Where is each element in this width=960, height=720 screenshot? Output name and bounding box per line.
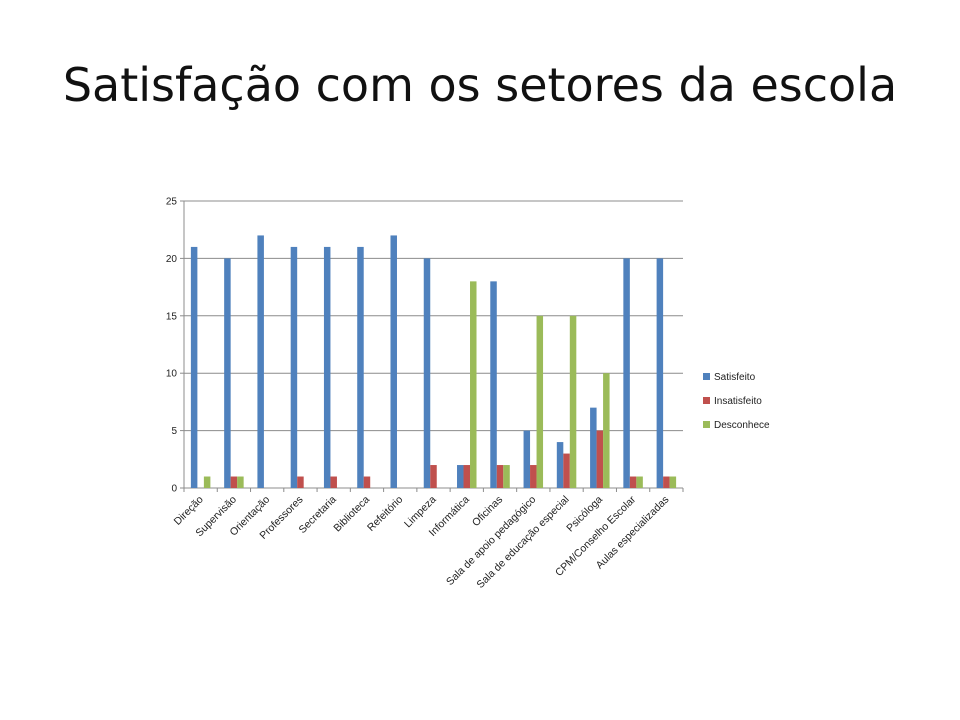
bar-satisfeito	[290, 246, 298, 488]
bar-satisfeito	[257, 235, 264, 488]
bar-insatisfeito	[297, 476, 304, 488]
bar-satisfeito	[357, 246, 364, 488]
bar-desconhece	[203, 476, 211, 488]
y-tick-label: 15	[166, 311, 178, 322]
bar-insatisfeito	[629, 476, 637, 488]
legend-swatch-satisfeito	[703, 373, 710, 380]
y-tick-label: 5	[171, 426, 177, 437]
bar-satisfeito	[556, 442, 564, 488]
bar-satisfeito	[623, 258, 630, 488]
bar-desconhece	[669, 476, 677, 488]
legend-label-insatisfeito: Insatisfeito	[714, 396, 762, 407]
legend-label-desconhece: Desconhece	[714, 420, 770, 431]
bar-desconhece	[569, 315, 577, 488]
bar-insatisfeito	[563, 453, 570, 488]
bar-desconhece	[636, 476, 643, 488]
slide-title: Satisfação com os setores da escola	[62, 58, 898, 112]
x-category-label: Biblioteca	[331, 494, 372, 535]
bar-insatisfeito	[530, 465, 537, 488]
bar-satisfeito	[323, 246, 331, 488]
bar-satisfeito	[190, 246, 198, 488]
bar-insatisfeito	[430, 465, 437, 488]
bar-satisfeito	[656, 258, 664, 488]
y-tick-label: 25	[166, 197, 178, 208]
bar-insatisfeito	[330, 476, 337, 488]
bar-satisfeito	[590, 407, 597, 488]
bar-desconhece	[503, 465, 510, 488]
bar-insatisfeito	[496, 465, 504, 488]
bar-satisfeito	[224, 258, 231, 488]
bar-satisfeito	[457, 465, 464, 488]
bar-satisfeito	[523, 430, 531, 488]
y-tick-label: 0	[171, 484, 177, 495]
legend-label-satisfeito: Satisfeito	[714, 372, 756, 383]
bar-insatisfeito	[663, 476, 670, 488]
bar-desconhece	[536, 315, 544, 488]
bar-satisfeito	[390, 235, 397, 488]
bar-desconhece	[237, 476, 244, 488]
legend-swatch-desconhece	[703, 421, 710, 428]
y-tick-label: 20	[166, 254, 178, 265]
bar-desconhece	[470, 281, 477, 488]
bar-satisfeito	[490, 281, 497, 488]
x-category-label: Refeitório	[365, 494, 405, 534]
bar-insatisfeito	[230, 476, 238, 488]
bar-satisfeito	[423, 258, 431, 488]
y-tick-label: 10	[166, 369, 178, 380]
legend-swatch-insatisfeito	[703, 397, 710, 404]
bar-insatisfeito	[596, 430, 604, 488]
bar-desconhece	[603, 373, 610, 488]
bar-insatisfeito	[363, 476, 371, 488]
bar-insatisfeito	[463, 465, 471, 488]
